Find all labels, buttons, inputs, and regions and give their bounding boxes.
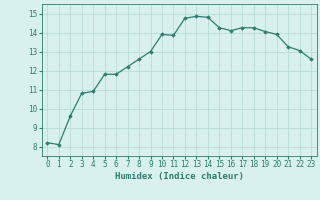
X-axis label: Humidex (Indice chaleur): Humidex (Indice chaleur) bbox=[115, 172, 244, 181]
